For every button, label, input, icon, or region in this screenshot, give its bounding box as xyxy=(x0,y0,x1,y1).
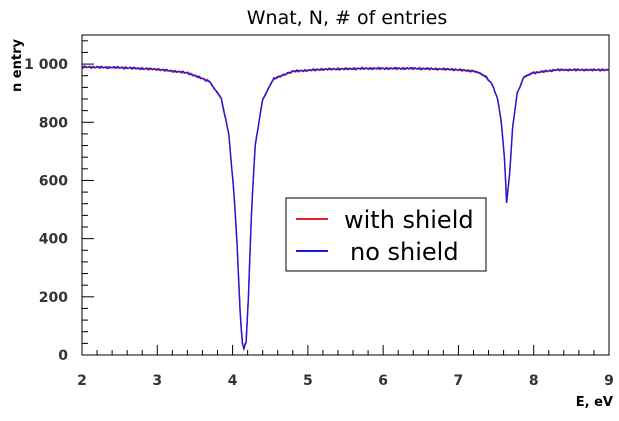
legend-label-no-shield: no shield xyxy=(350,238,459,266)
x-tick-label: 6 xyxy=(378,373,388,389)
series-line-no-shield xyxy=(81,65,610,350)
legend-label-with-shield: with shield xyxy=(344,206,474,234)
series-layer xyxy=(81,65,610,352)
x-tick-label: 4 xyxy=(228,373,238,389)
y-axis-title: n entry xyxy=(10,39,25,92)
x-tick-label: 5 xyxy=(303,373,313,389)
chart-title: Wnat, N, # of entries xyxy=(247,7,447,29)
y-tick-label: 600 xyxy=(39,173,68,189)
x-axis-title: E, eV xyxy=(576,395,613,410)
y-tick-label: 0 xyxy=(58,348,68,364)
legend: with shield no shield xyxy=(285,197,487,272)
x-tick-label: 3 xyxy=(152,373,162,389)
y-tick-label: 800 xyxy=(39,115,68,131)
x-tick-label: 2 xyxy=(77,373,87,389)
legend-box xyxy=(285,197,487,272)
y-tick-label: 400 xyxy=(39,232,68,248)
plot-frame xyxy=(81,34,610,356)
y-tick-label: 200 xyxy=(39,290,68,306)
x-tick-label: 7 xyxy=(454,373,464,389)
y-tick-label: 1 000 xyxy=(24,57,68,73)
x-tick-label: 9 xyxy=(604,373,614,389)
ticks-layer: 2 3 4 5 6 7 8 9 0 200 400 600 800 1 000 xyxy=(24,40,614,389)
x-tick-label: 8 xyxy=(529,373,539,389)
